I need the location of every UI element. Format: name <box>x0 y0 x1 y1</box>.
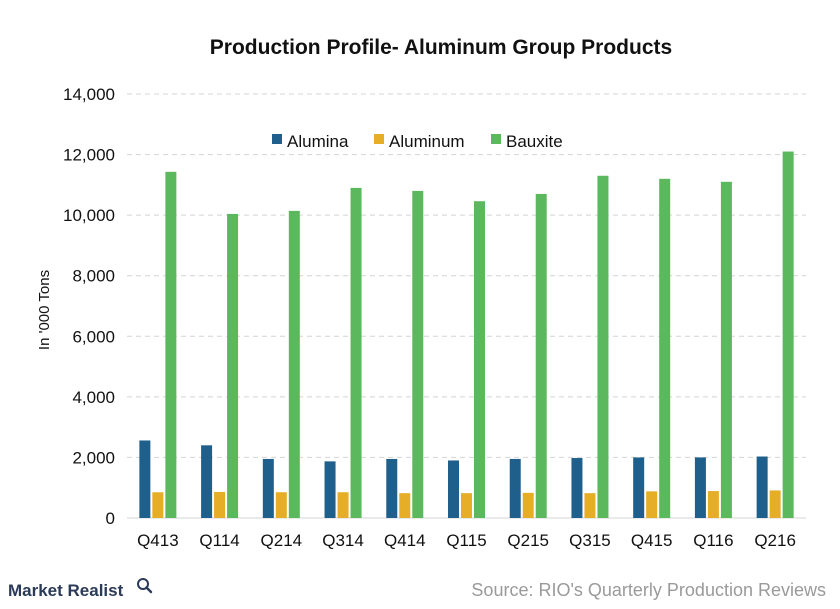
bar-alumina-q216 <box>756 456 768 518</box>
bar-aluminum-q314 <box>337 492 349 518</box>
bar-aluminum-q214 <box>275 492 287 518</box>
x-tick-label: Q114 <box>199 531 239 550</box>
x-tick-label: Q116 <box>693 531 733 550</box>
y-tick-label: 8,000 <box>72 267 115 286</box>
y-tick-label: 12,000 <box>63 146 115 165</box>
bar-aluminum-q413 <box>152 492 164 518</box>
bar-aluminum-q414 <box>399 493 411 518</box>
bar-bauxite-q215 <box>535 193 547 518</box>
y-tick-label: 0 <box>106 509 115 528</box>
x-axis-ticks: Q413 Q114 Q214 Q314 Q414 Q115 Q215 Q315 Q415 Q116… <box>137 531 796 550</box>
legend: Alumina Aluminum Bauxite <box>272 132 563 151</box>
x-tick-label: Q413 <box>137 531 179 550</box>
bar-aluminum-q115 <box>461 493 472 518</box>
bar-aluminum-q415 <box>646 491 658 518</box>
legend-swatch-bauxite <box>491 134 501 144</box>
brand-logo: Market Realist <box>8 578 153 600</box>
x-tick-label: Q215 <box>507 531 549 550</box>
bar-aluminum-q215 <box>522 492 534 518</box>
y-tick-label: 14,000 <box>63 85 115 104</box>
bars <box>139 151 794 519</box>
bar-bauxite-q114 <box>227 213 239 518</box>
bar-alumina-q214 <box>262 458 274 518</box>
x-tick-label: Q314 <box>322 531 364 550</box>
x-tick-label: Q115 <box>446 531 486 550</box>
bar-bauxite-q116 <box>720 181 732 519</box>
bar-bauxite-q216 <box>782 151 794 519</box>
legend-label-alumina: Alumina <box>287 132 349 151</box>
legend-label-aluminum: Aluminum <box>389 132 465 151</box>
y-tick-label: 6,000 <box>72 327 115 346</box>
bar-alumina-q116 <box>694 457 706 518</box>
x-tick-label: Q414 <box>384 531 426 550</box>
bar-bauxite-q115 <box>474 201 485 518</box>
bar-aluminum-q216 <box>769 490 781 518</box>
y-axis-label: In '000 Tons <box>36 270 53 350</box>
bar-alumina-q413 <box>139 440 151 518</box>
bar-bauxite-q415 <box>659 178 671 519</box>
bar-alumina-q315 <box>571 458 583 518</box>
bar-bauxite-q413 <box>165 171 177 518</box>
x-tick-label: Q415 <box>631 531 673 550</box>
y-tick-label: 4,000 <box>72 388 115 407</box>
bar-alumina-q114 <box>201 445 213 518</box>
bar-alumina-q215 <box>509 458 521 518</box>
chart-title: Production Profile- Aluminum Group Produ… <box>210 36 672 59</box>
bar-aluminum-q116 <box>707 491 719 518</box>
x-tick-label: Q315 <box>569 531 611 550</box>
bar-alumina-q414 <box>386 458 398 518</box>
brand-name: Market Realist <box>8 581 124 600</box>
magnifier-icon <box>137 578 153 594</box>
bar-bauxite-q414 <box>412 190 424 518</box>
bar-alumina-q115 <box>448 460 459 518</box>
x-tick-label: Q216 <box>754 531 796 550</box>
bar-alumina-q415 <box>633 457 645 518</box>
source-note: Source: RIO's Quarterly Production Revie… <box>471 580 826 600</box>
y-axis-ticks: 0 2,000 4,000 6,000 8,000 10,000 12,000 14,000 <box>63 85 115 528</box>
y-tick-label: 2,000 <box>72 448 115 467</box>
x-tick-label: Q214 <box>261 531 303 550</box>
bar-alumina-q314 <box>324 461 336 518</box>
y-tick-label: 10,000 <box>63 206 115 225</box>
legend-swatch-alumina <box>272 134 282 144</box>
bar-bauxite-q214 <box>288 210 300 518</box>
bar-aluminum-q315 <box>584 493 596 518</box>
bar-aluminum-q114 <box>214 491 226 518</box>
bar-bauxite-q315 <box>597 175 609 518</box>
bar-bauxite-q314 <box>350 187 362 518</box>
legend-label-bauxite: Bauxite <box>506 132 563 151</box>
legend-swatch-aluminum <box>374 134 384 144</box>
